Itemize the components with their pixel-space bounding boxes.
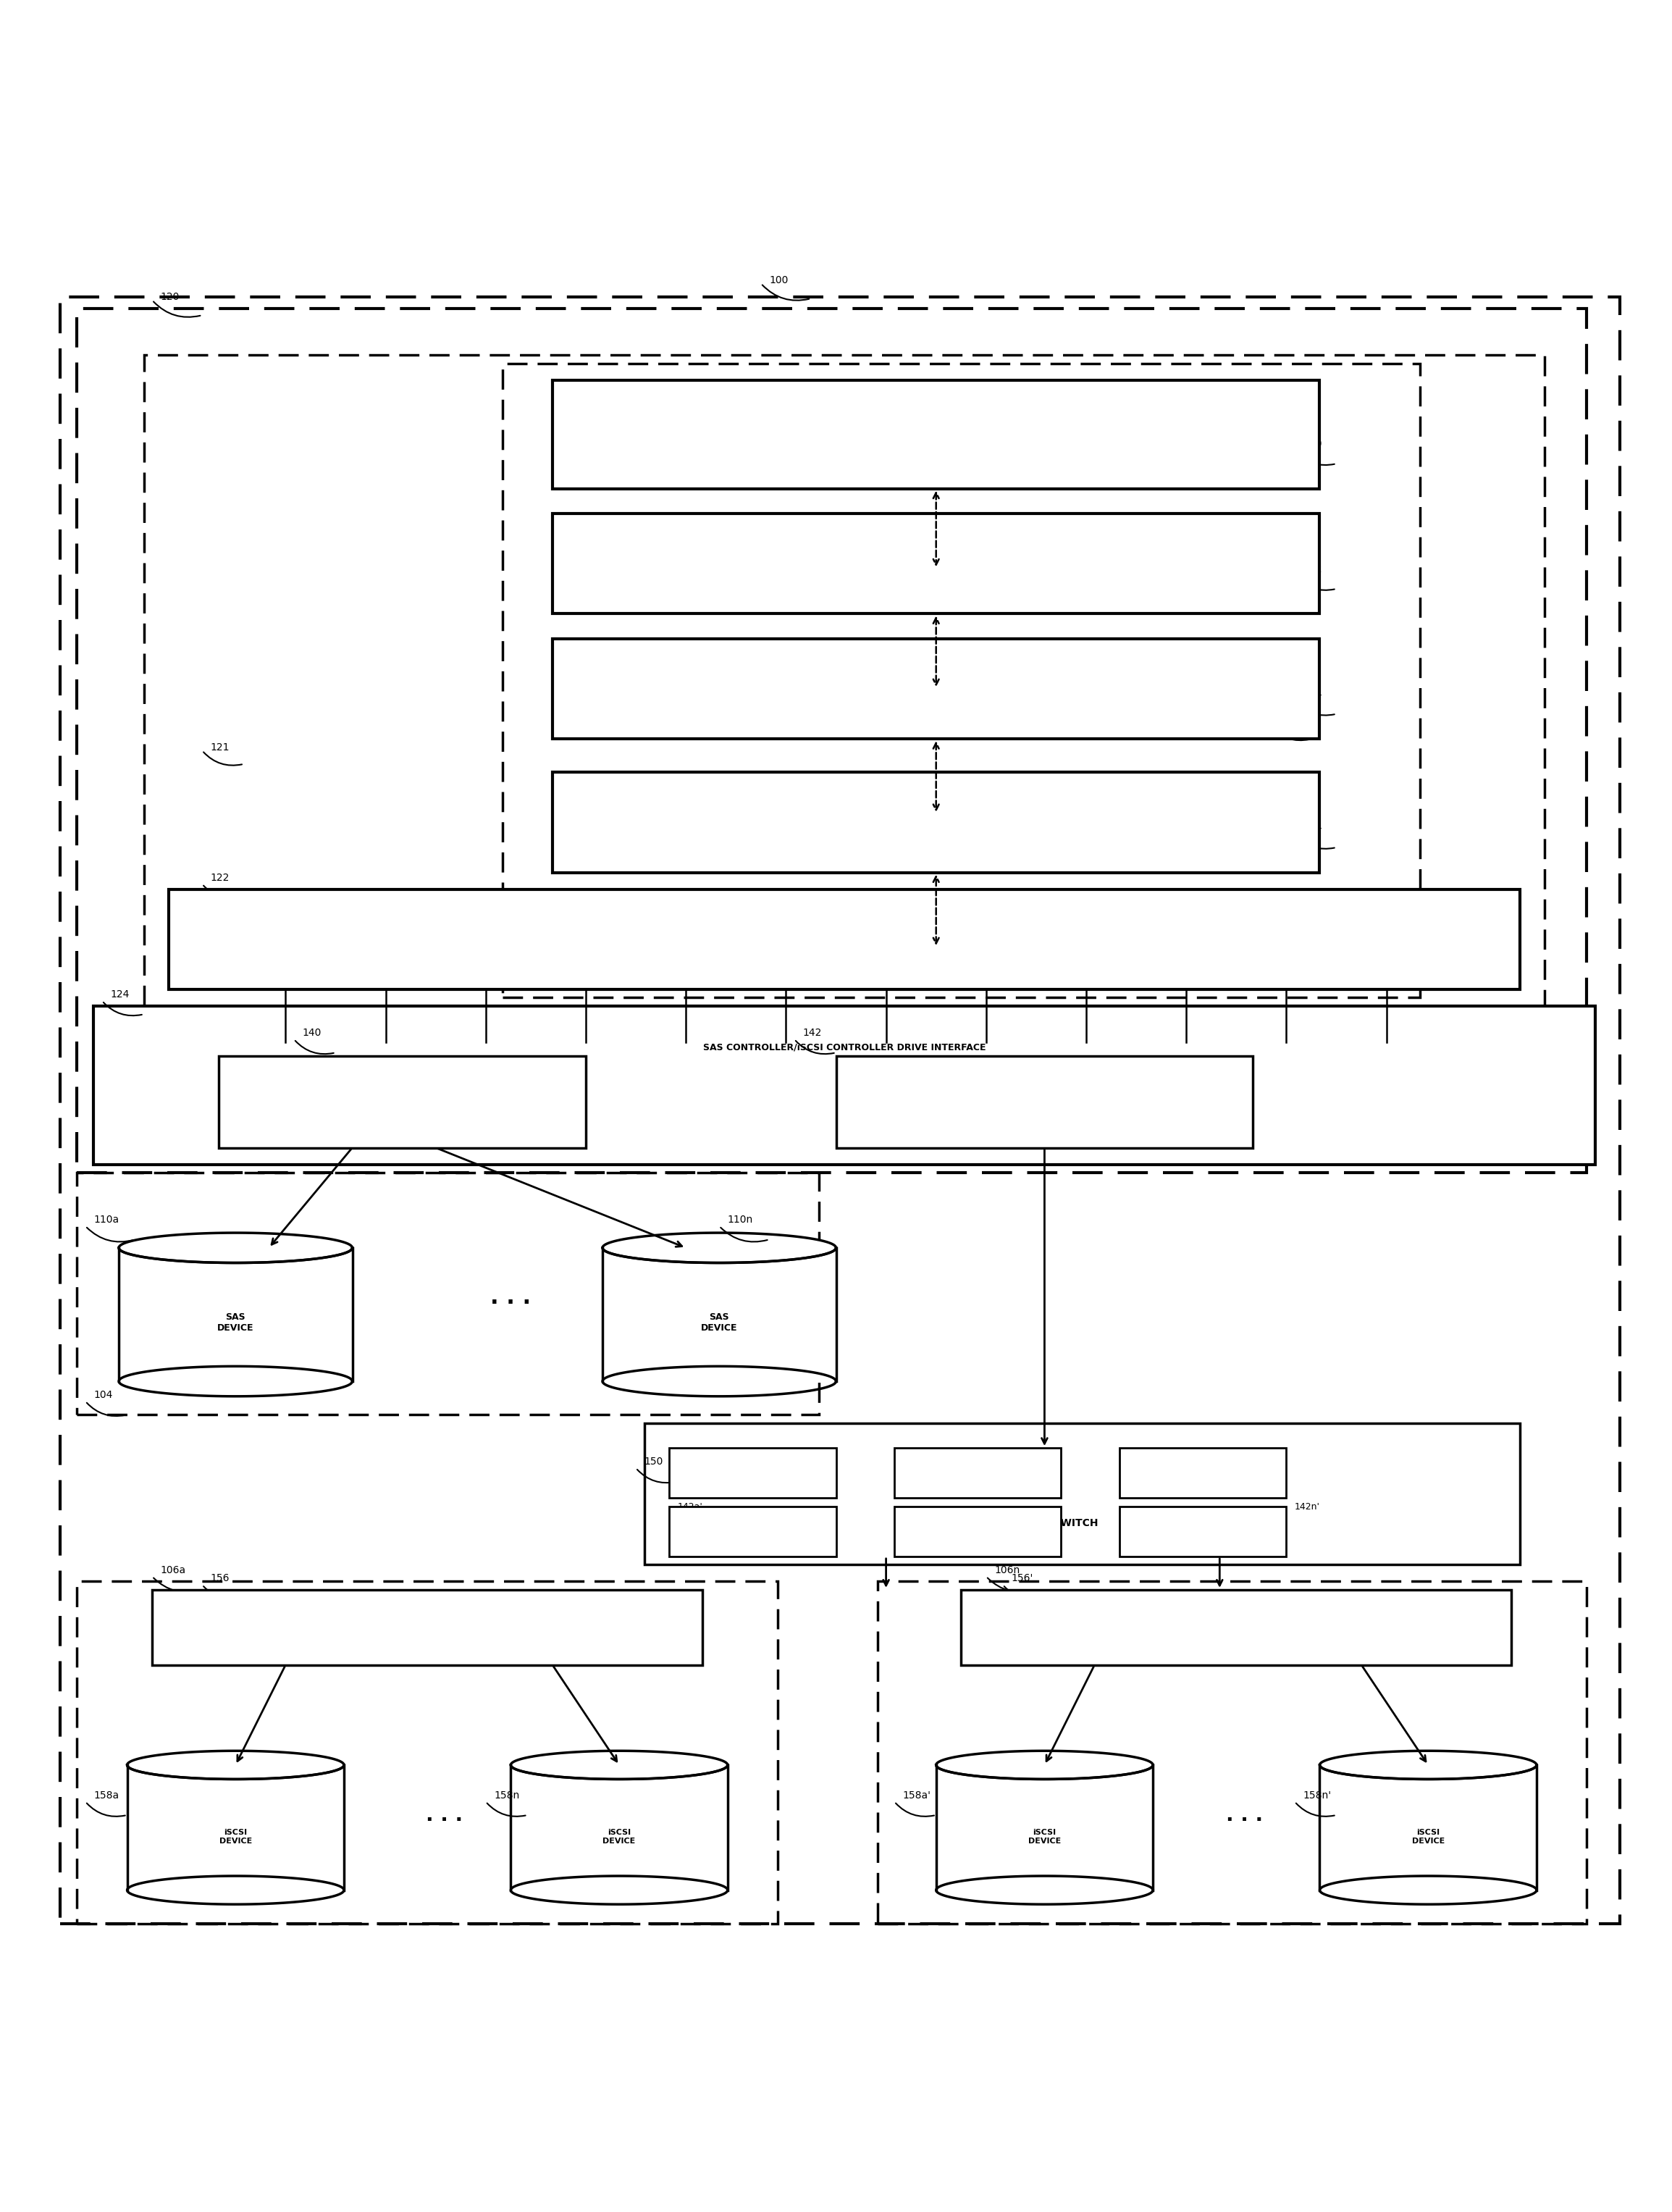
Text: OS KERNEL: OS KERNEL bbox=[901, 557, 971, 568]
Text: 106a: 106a bbox=[161, 1566, 186, 1575]
Text: . . .: . . . bbox=[490, 1287, 532, 1307]
Polygon shape bbox=[169, 889, 1520, 989]
Polygon shape bbox=[895, 1449, 1062, 1498]
Text: 142n': 142n' bbox=[1294, 1502, 1319, 1513]
Text: 130: 130 bbox=[1277, 717, 1297, 728]
Text: 124: 124 bbox=[110, 989, 129, 1000]
Polygon shape bbox=[1319, 1752, 1537, 1889]
Text: . . .: . . . bbox=[1226, 1805, 1262, 1825]
Text: iSCSI
DEVICE: iSCSI DEVICE bbox=[604, 1829, 635, 1845]
Polygon shape bbox=[152, 1590, 702, 1666]
Polygon shape bbox=[1120, 1506, 1286, 1557]
Polygon shape bbox=[836, 1055, 1252, 1148]
Polygon shape bbox=[961, 1590, 1511, 1666]
Text: . . .: . . . bbox=[425, 1805, 463, 1825]
Text: 158n': 158n' bbox=[1302, 1790, 1331, 1801]
Polygon shape bbox=[127, 1752, 344, 1889]
Text: PORT: PORT bbox=[966, 1469, 990, 1478]
Text: 160: 160 bbox=[1302, 438, 1323, 449]
Text: SAS
DEVICE: SAS DEVICE bbox=[217, 1312, 254, 1334]
Text: APPLICATION: APPLICATION bbox=[895, 429, 976, 440]
Polygon shape bbox=[552, 513, 1319, 613]
Text: SAS PORT: SAS PORT bbox=[375, 1097, 430, 1106]
Text: iSCSI
DEVICE: iSCSI DEVICE bbox=[1411, 1829, 1445, 1845]
Polygon shape bbox=[119, 1232, 353, 1380]
Text: 162: 162 bbox=[1302, 564, 1323, 575]
Text: ETHERNET SWITCH: ETHERNET SWITCH bbox=[991, 1517, 1099, 1528]
Polygon shape bbox=[644, 1422, 1520, 1564]
Polygon shape bbox=[552, 772, 1319, 872]
Polygon shape bbox=[219, 1055, 585, 1148]
Text: iSCSI
DEVICE: iSCSI DEVICE bbox=[1028, 1829, 1060, 1845]
Text: iSCSI PORT: iSCSI PORT bbox=[1013, 1097, 1077, 1106]
Text: iSCSI CONTROLLER: iSCSI CONTROLLER bbox=[380, 1624, 475, 1632]
Text: PORT: PORT bbox=[966, 1528, 990, 1535]
Text: PORT: PORT bbox=[741, 1528, 764, 1535]
Text: 122: 122 bbox=[211, 874, 229, 883]
Text: 106n: 106n bbox=[995, 1566, 1020, 1575]
Text: SCSI DRIVER: SCSI DRIVER bbox=[896, 816, 975, 827]
Text: 150: 150 bbox=[644, 1458, 664, 1467]
Text: 158a': 158a' bbox=[903, 1790, 931, 1801]
Text: 120: 120 bbox=[161, 292, 179, 301]
Text: 121: 121 bbox=[211, 743, 229, 752]
Text: SAS CONTROLLER/iSCSI CONTROLLER DRIVE INTERFACE: SAS CONTROLLER/iSCSI CONTROLLER DRIVE IN… bbox=[702, 1042, 986, 1053]
Text: 158a: 158a bbox=[94, 1790, 119, 1801]
Text: 110a: 110a bbox=[94, 1214, 119, 1225]
Text: PORT: PORT bbox=[1190, 1469, 1216, 1478]
Polygon shape bbox=[936, 1752, 1154, 1889]
Polygon shape bbox=[1120, 1449, 1286, 1498]
Polygon shape bbox=[895, 1506, 1062, 1557]
Text: 142a': 142a' bbox=[677, 1502, 702, 1513]
Text: 110n: 110n bbox=[727, 1214, 752, 1225]
Text: PORT: PORT bbox=[741, 1469, 764, 1478]
Text: 140: 140 bbox=[303, 1029, 321, 1037]
Text: FILE SYSTEM: FILE SYSTEM bbox=[896, 684, 976, 695]
Polygon shape bbox=[552, 639, 1319, 739]
Polygon shape bbox=[669, 1506, 836, 1557]
Text: iSCSI CONTROLLER: iSCSI CONTROLLER bbox=[1189, 1624, 1284, 1632]
Text: PORT: PORT bbox=[1190, 1528, 1216, 1535]
Text: 104: 104 bbox=[94, 1389, 112, 1400]
Text: 164: 164 bbox=[1302, 823, 1323, 834]
Text: 142: 142 bbox=[803, 1029, 821, 1037]
Text: PCI SLOT/BUS: PCI SLOT/BUS bbox=[803, 933, 886, 945]
Text: 156': 156' bbox=[1012, 1573, 1033, 1584]
Text: 158n: 158n bbox=[493, 1790, 520, 1801]
Polygon shape bbox=[669, 1449, 836, 1498]
Polygon shape bbox=[94, 1006, 1595, 1164]
Text: iSCSI
DEVICE: iSCSI DEVICE bbox=[219, 1829, 252, 1845]
Polygon shape bbox=[510, 1752, 727, 1889]
Text: 100: 100 bbox=[769, 274, 789, 285]
Text: 164: 164 bbox=[1302, 690, 1323, 699]
Text: 156: 156 bbox=[211, 1573, 229, 1584]
Polygon shape bbox=[602, 1232, 836, 1380]
Polygon shape bbox=[552, 380, 1319, 489]
Text: SAS
DEVICE: SAS DEVICE bbox=[701, 1312, 737, 1334]
